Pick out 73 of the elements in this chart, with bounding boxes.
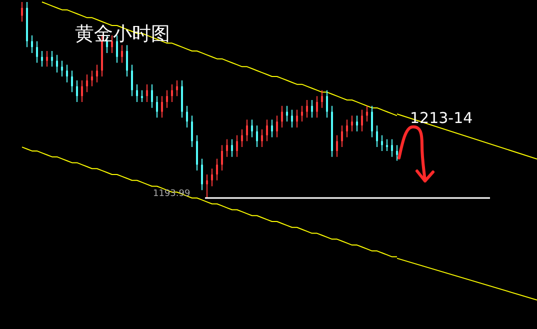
candlestick [276, 115, 278, 138]
candlestick [91, 70, 93, 87]
candlestick [66, 64, 68, 83]
text: 1213-14 [410, 109, 473, 127]
candlestick [211, 168, 213, 187]
candlestick [161, 96, 163, 118]
candlestick [306, 100, 308, 118]
candlestick [81, 80, 83, 102]
candlestick [241, 128, 243, 148]
candlestick [121, 44, 123, 64]
candlestick [291, 109, 293, 128]
candlestick [96, 64, 98, 83]
candlestick [391, 138, 393, 158]
candlestick [196, 134, 198, 172]
candlestick [266, 119, 268, 142]
candlestick [21, 2, 23, 22]
candlestick [256, 124, 258, 148]
candlestick [236, 134, 238, 158]
candlestick [371, 105, 373, 138]
candlestick [246, 119, 248, 142]
candlestick [281, 105, 283, 128]
candlestick [356, 115, 358, 132]
candlestick [201, 158, 203, 191]
candlestick [296, 109, 298, 128]
candlestick [321, 90, 323, 108]
candlestick [131, 64, 133, 97]
candlestick [76, 80, 78, 102]
candlestick [381, 134, 383, 152]
candlestick [261, 128, 263, 148]
candlestick [316, 96, 318, 118]
candlestick [301, 105, 303, 122]
candlestick [56, 54, 58, 74]
candlestick [86, 74, 88, 93]
candlestick [31, 34, 33, 54]
candlestick [166, 90, 168, 108]
candlestick [221, 144, 223, 172]
candlestick [36, 40, 38, 64]
candlestick [106, 34, 108, 54]
candlestick [346, 119, 348, 138]
candlestick [386, 138, 388, 152]
candlestick [46, 50, 48, 68]
candlestick [141, 90, 143, 102]
candlestick [226, 138, 228, 158]
candlestick [156, 96, 158, 118]
candlestick [71, 70, 73, 93]
candlestick [351, 115, 353, 132]
candlestick [146, 84, 148, 102]
candlestick [126, 44, 128, 77]
candlestick [206, 174, 208, 198]
candlestick [271, 119, 273, 138]
candlestick [41, 50, 43, 68]
candlestick [376, 124, 378, 148]
candlestick [336, 134, 338, 158]
candlestick [191, 115, 193, 148]
candlestick [51, 50, 53, 68]
candlestick [311, 100, 313, 118]
candlestick [396, 144, 398, 162]
candlestick [111, 34, 113, 54]
candlestick [136, 84, 138, 102]
candlestick [61, 60, 63, 77]
candlestick [341, 124, 343, 148]
candlestick [171, 84, 173, 102]
candlestick [151, 84, 153, 108]
candlestick [116, 34, 118, 64]
candlestick [326, 90, 328, 118]
candlestick [216, 158, 218, 181]
candlestick [251, 119, 253, 138]
candlestick [361, 109, 363, 132]
candlestick [366, 105, 368, 122]
candlestick [176, 80, 178, 97]
candlestick [286, 105, 288, 122]
candlestick [231, 138, 233, 158]
candlestick [186, 105, 188, 128]
